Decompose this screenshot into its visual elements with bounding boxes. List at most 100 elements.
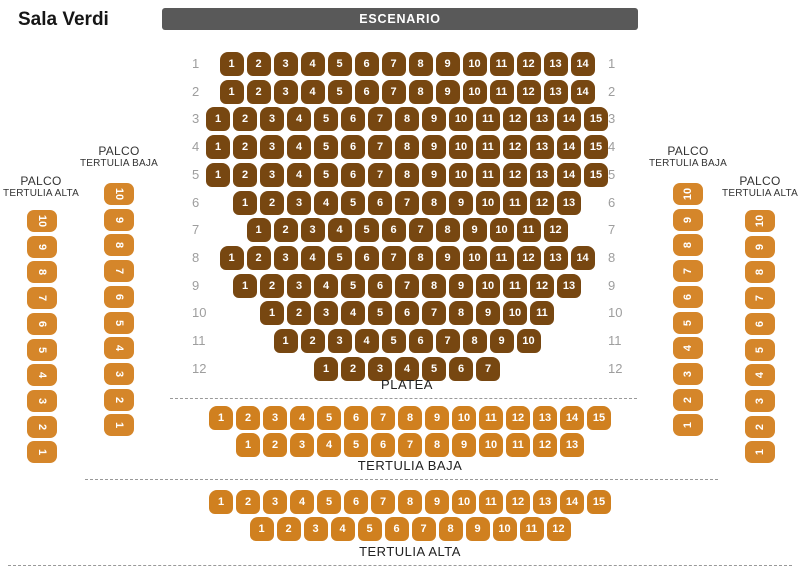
seat-tertulia-alta-1-12[interactable]: 12 <box>506 490 530 514</box>
seat-platea-12-3[interactable]: 3 <box>368 357 392 381</box>
seat-palco-tertulia-alta-right-8[interactable]: 8 <box>745 261 775 284</box>
seat-platea-9-6[interactable]: 6 <box>368 274 392 298</box>
seat-platea-6-10[interactable]: 10 <box>476 191 500 215</box>
seat-platea-6-1[interactable]: 1 <box>233 191 257 215</box>
seat-platea-7-12[interactable]: 12 <box>543 218 568 242</box>
seat-platea-8-2[interactable]: 2 <box>246 246 271 270</box>
seat-platea-5-9[interactable]: 9 <box>422 163 446 187</box>
seat-platea-1-5[interactable]: 5 <box>327 52 352 76</box>
seat-palco-tertulia-alta-right-3[interactable]: 3 <box>745 389 775 412</box>
seat-palco-tertulia-alta-right-10[interactable]: 10 <box>745 210 775 232</box>
seat-platea-9-13[interactable]: 13 <box>557 274 581 298</box>
seat-platea-5-15[interactable]: 15 <box>584 163 608 187</box>
seat-palco-tertulia-alta-right-5[interactable]: 5 <box>745 338 775 361</box>
seat-platea-11-5[interactable]: 5 <box>381 329 406 353</box>
seat-platea-3-15[interactable]: 15 <box>584 107 608 131</box>
seat-tertulia-baja-2-5[interactable]: 5 <box>344 433 368 457</box>
seat-platea-5-2[interactable]: 2 <box>233 163 257 187</box>
seat-platea-9-9[interactable]: 9 <box>449 274 473 298</box>
seat-tertulia-baja-1-2[interactable]: 2 <box>236 406 260 430</box>
seat-platea-9-8[interactable]: 8 <box>422 274 446 298</box>
seat-platea-8-9[interactable]: 9 <box>435 246 460 270</box>
seat-platea-11-7[interactable]: 7 <box>435 329 460 353</box>
seat-platea-10-2[interactable]: 2 <box>287 301 311 325</box>
seat-tertulia-alta-2-9[interactable]: 9 <box>465 517 490 541</box>
seat-tertulia-alta-2-1[interactable]: 1 <box>249 517 274 541</box>
seat-platea-3-9[interactable]: 9 <box>422 107 446 131</box>
seat-platea-10-7[interactable]: 7 <box>422 301 446 325</box>
seat-platea-3-6[interactable]: 6 <box>341 107 365 131</box>
seat-palco-tertulia-baja-right-6[interactable]: 6 <box>673 285 703 308</box>
seat-platea-4-11[interactable]: 11 <box>476 135 500 159</box>
seat-platea-1-14[interactable]: 14 <box>570 52 595 76</box>
seat-palco-tertulia-alta-left-6[interactable]: 6 <box>27 312 57 335</box>
seat-platea-11-6[interactable]: 6 <box>408 329 433 353</box>
seat-tertulia-alta-2-6[interactable]: 6 <box>384 517 409 541</box>
seat-platea-12-5[interactable]: 5 <box>422 357 446 381</box>
seat-platea-6-2[interactable]: 2 <box>260 191 284 215</box>
seat-tertulia-baja-1-11[interactable]: 11 <box>479 406 503 430</box>
seat-palco-tertulia-alta-right-9[interactable]: 9 <box>745 235 775 258</box>
seat-platea-6-7[interactable]: 7 <box>395 191 419 215</box>
seat-tertulia-baja-1-3[interactable]: 3 <box>263 406 287 430</box>
seat-platea-4-5[interactable]: 5 <box>314 135 338 159</box>
seat-tertulia-alta-1-14[interactable]: 14 <box>560 490 584 514</box>
seat-tertulia-baja-2-7[interactable]: 7 <box>398 433 422 457</box>
seat-palco-tertulia-baja-left-10[interactable]: 10 <box>104 183 134 205</box>
seat-platea-9-2[interactable]: 2 <box>260 274 284 298</box>
seat-tertulia-baja-2-3[interactable]: 3 <box>290 433 314 457</box>
seat-platea-10-8[interactable]: 8 <box>449 301 473 325</box>
seat-tertulia-baja-1-6[interactable]: 6 <box>344 406 368 430</box>
seat-platea-4-4[interactable]: 4 <box>287 135 311 159</box>
seat-platea-11-3[interactable]: 3 <box>327 329 352 353</box>
seat-palco-tertulia-alta-left-9[interactable]: 9 <box>27 235 57 258</box>
seat-platea-5-7[interactable]: 7 <box>368 163 392 187</box>
seat-platea-4-8[interactable]: 8 <box>395 135 419 159</box>
seat-platea-2-12[interactable]: 12 <box>516 80 541 104</box>
seat-platea-1-1[interactable]: 1 <box>219 52 244 76</box>
seat-platea-6-13[interactable]: 13 <box>557 191 581 215</box>
seat-palco-tertulia-baja-right-7[interactable]: 7 <box>673 260 703 283</box>
seat-platea-2-11[interactable]: 11 <box>489 80 514 104</box>
seat-tertulia-baja-2-1[interactable]: 1 <box>236 433 260 457</box>
seat-platea-5-11[interactable]: 11 <box>476 163 500 187</box>
seat-platea-8-1[interactable]: 1 <box>219 246 244 270</box>
seat-platea-5-3[interactable]: 3 <box>260 163 284 187</box>
seat-platea-9-4[interactable]: 4 <box>314 274 338 298</box>
seat-tertulia-baja-1-15[interactable]: 15 <box>587 406 611 430</box>
seat-tertulia-baja-1-5[interactable]: 5 <box>317 406 341 430</box>
seat-palco-tertulia-alta-left-5[interactable]: 5 <box>27 338 57 361</box>
seat-palco-tertulia-alta-left-2[interactable]: 2 <box>27 415 57 438</box>
seat-tertulia-alta-1-3[interactable]: 3 <box>263 490 287 514</box>
seat-platea-4-14[interactable]: 14 <box>557 135 581 159</box>
seat-platea-1-10[interactable]: 10 <box>462 52 487 76</box>
seat-platea-7-2[interactable]: 2 <box>273 218 298 242</box>
seat-tertulia-baja-2-12[interactable]: 12 <box>533 433 557 457</box>
seat-tertulia-alta-1-6[interactable]: 6 <box>344 490 368 514</box>
seat-platea-9-5[interactable]: 5 <box>341 274 365 298</box>
seat-palco-tertulia-alta-left-4[interactable]: 4 <box>27 364 57 387</box>
seat-platea-7-8[interactable]: 8 <box>435 218 460 242</box>
seat-platea-10-6[interactable]: 6 <box>395 301 419 325</box>
seat-platea-3-12[interactable]: 12 <box>503 107 527 131</box>
seat-platea-1-8[interactable]: 8 <box>408 52 433 76</box>
seat-platea-11-4[interactable]: 4 <box>354 329 379 353</box>
seat-palco-tertulia-alta-right-4[interactable]: 4 <box>745 364 775 387</box>
seat-palco-tertulia-baja-left-7[interactable]: 7 <box>104 260 134 283</box>
seat-platea-3-5[interactable]: 5 <box>314 107 338 131</box>
seat-platea-5-12[interactable]: 12 <box>503 163 527 187</box>
seat-tertulia-alta-1-2[interactable]: 2 <box>236 490 260 514</box>
seat-platea-7-7[interactable]: 7 <box>408 218 433 242</box>
seat-platea-1-9[interactable]: 9 <box>435 52 460 76</box>
seat-tertulia-alta-1-8[interactable]: 8 <box>398 490 422 514</box>
seat-platea-6-5[interactable]: 5 <box>341 191 365 215</box>
seat-platea-3-2[interactable]: 2 <box>233 107 257 131</box>
seat-platea-12-4[interactable]: 4 <box>395 357 419 381</box>
seat-platea-8-4[interactable]: 4 <box>300 246 325 270</box>
seat-palco-tertulia-baja-left-1[interactable]: 1 <box>104 414 134 437</box>
seat-platea-5-14[interactable]: 14 <box>557 163 581 187</box>
seat-platea-5-10[interactable]: 10 <box>449 163 473 187</box>
seat-platea-3-1[interactable]: 1 <box>206 107 230 131</box>
seat-platea-7-5[interactable]: 5 <box>354 218 379 242</box>
seat-platea-4-6[interactable]: 6 <box>341 135 365 159</box>
